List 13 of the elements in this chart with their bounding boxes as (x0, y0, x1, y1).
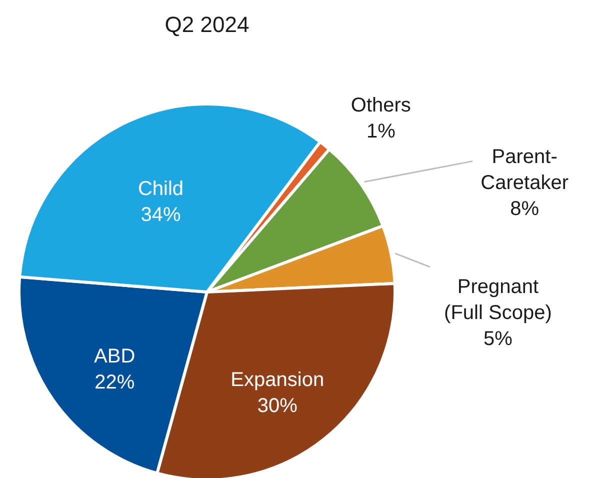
slice-label: Child (138, 178, 184, 200)
slice-label: Expansion (230, 369, 324, 392)
slice-label: Parent-Caretaker (480, 146, 569, 194)
data-label: 30% (257, 395, 298, 418)
slice-label: ABD (94, 346, 136, 368)
data-label: 1% (366, 120, 396, 143)
data-label: 34% (140, 204, 181, 226)
slice-label: Others (350, 94, 411, 117)
slice-label: Pregnant (Full Scope) (444, 276, 552, 324)
data-label: 5% (484, 328, 513, 350)
data-label: 8% (510, 198, 540, 220)
data-label: 22% (94, 372, 135, 394)
chart-title: Q2 2024 (164, 12, 250, 37)
